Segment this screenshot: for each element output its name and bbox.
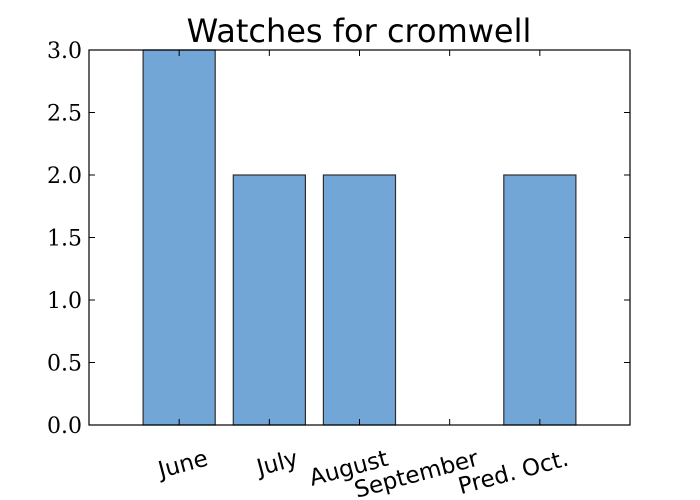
y-tick-label: 1.0: [47, 289, 82, 314]
y-tick-label: 3.0: [47, 39, 82, 64]
plot-frame: [88, 49, 631, 426]
bars-layer: [142, 49, 577, 426]
bar-pred-oct: [503, 174, 577, 426]
bar-july: [232, 174, 307, 426]
y-tick-label: 2.5: [47, 102, 82, 127]
y-tick-label: 0.5: [47, 352, 82, 377]
y-tick-label: 0.0: [47, 414, 82, 439]
x-tick-label: June: [154, 446, 211, 485]
chart-title: Watches for cromwell: [187, 12, 532, 50]
y-tick-label: 1.5: [47, 227, 82, 252]
y-axis: 0.0 0.5 1.0 1.5 2.0 2.5 3.0: [47, 39, 630, 439]
y-tick-label: 2.0: [47, 164, 82, 189]
bar-august: [322, 174, 397, 426]
bar-june: [142, 49, 216, 426]
x-tick-label: July: [252, 446, 301, 482]
